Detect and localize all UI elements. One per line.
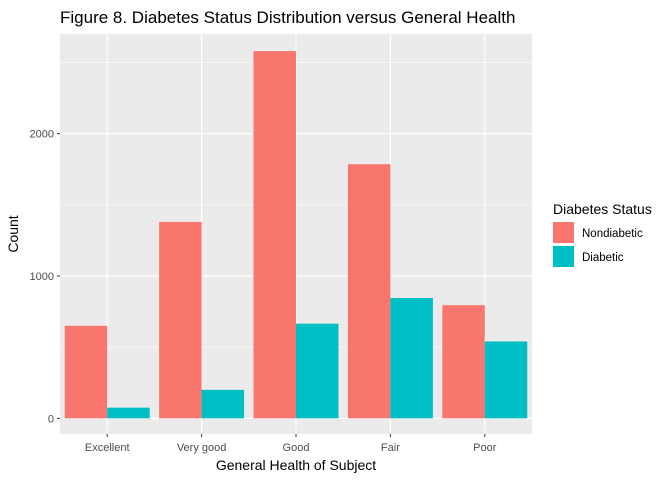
legend-key-diabetic <box>553 246 574 267</box>
y-tick-label: 0 <box>48 413 54 425</box>
bar-nondiabetic-very-good <box>159 221 202 419</box>
y-axis: 0 1000 2000 <box>30 129 60 425</box>
x-tick-label: Excellent <box>85 442 130 454</box>
y-tick-label: 1000 <box>30 271 54 283</box>
legend-key-nondiabetic <box>553 222 574 243</box>
x-axis-title: General Health of Subject <box>216 457 376 473</box>
bars <box>64 51 528 419</box>
bar-diabetic-very-good <box>201 389 245 419</box>
legend-label-diabetic: Diabetic <box>582 252 624 264</box>
bar-diabetic-excellent <box>107 407 150 419</box>
bar-diabetic-fair <box>390 298 433 419</box>
y-axis-title: Count <box>5 215 21 252</box>
x-tick-label: Poor <box>473 442 497 454</box>
x-axis: Excellent Very good Good Fair Poor <box>85 434 497 454</box>
x-tick-label: Good <box>283 442 310 454</box>
x-tick-label: Fair <box>381 442 400 454</box>
legend-title: Diabetes Status <box>553 201 652 217</box>
bar-nondiabetic-excellent <box>64 325 108 419</box>
bar-nondiabetic-fair <box>347 164 391 419</box>
bar-nondiabetic-good <box>253 51 296 419</box>
chart-title: Figure 8. Diabetes Status Distribution v… <box>60 8 515 27</box>
legend-label-nondiabetic: Nondiabetic <box>582 228 643 240</box>
y-tick-label: 2000 <box>30 129 54 141</box>
bar-nondiabetic-poor <box>442 305 485 419</box>
bar-diabetic-good <box>296 323 339 419</box>
bar-diabetic-poor <box>484 341 528 419</box>
legend: Diabetes Status Nondiabetic Diabetic <box>553 201 652 267</box>
x-tick-label: Very good <box>177 442 227 454</box>
